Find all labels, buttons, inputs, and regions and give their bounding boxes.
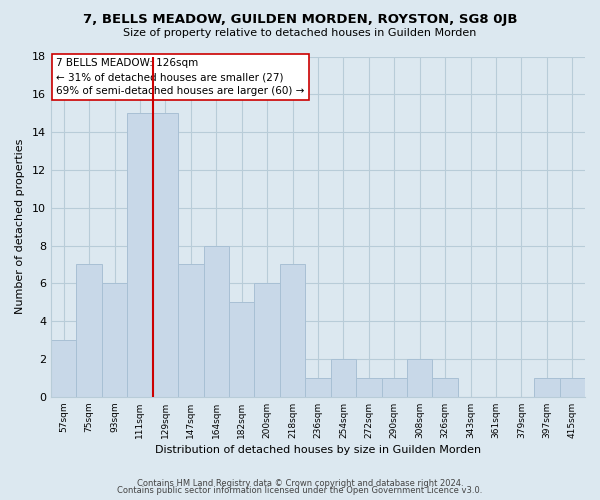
Bar	[229, 302, 254, 397]
Bar	[534, 378, 560, 397]
Text: 7, BELLS MEADOW, GUILDEN MORDEN, ROYSTON, SG8 0JB: 7, BELLS MEADOW, GUILDEN MORDEN, ROYSTON…	[83, 12, 517, 26]
Bar	[203, 246, 229, 397]
Bar	[280, 264, 305, 397]
Text: 7 BELLS MEADOW: 126sqm
← 31% of detached houses are smaller (27)
69% of semi-det: 7 BELLS MEADOW: 126sqm ← 31% of detached…	[56, 58, 305, 96]
Text: Contains public sector information licensed under the Open Government Licence v3: Contains public sector information licen…	[118, 486, 482, 495]
X-axis label: Distribution of detached houses by size in Guilden Morden: Distribution of detached houses by size …	[155, 445, 481, 455]
Bar	[51, 340, 76, 397]
Bar	[331, 359, 356, 397]
Bar	[356, 378, 382, 397]
Bar	[178, 264, 203, 397]
Bar	[382, 378, 407, 397]
Bar	[76, 264, 102, 397]
Y-axis label: Number of detached properties: Number of detached properties	[15, 139, 25, 314]
Bar	[127, 113, 152, 397]
Bar	[152, 113, 178, 397]
Text: Contains HM Land Registry data © Crown copyright and database right 2024.: Contains HM Land Registry data © Crown c…	[137, 478, 463, 488]
Bar	[254, 284, 280, 397]
Bar	[407, 359, 433, 397]
Bar	[102, 284, 127, 397]
Bar	[433, 378, 458, 397]
Text: Size of property relative to detached houses in Guilden Morden: Size of property relative to detached ho…	[124, 28, 476, 38]
Bar	[560, 378, 585, 397]
Bar	[305, 378, 331, 397]
